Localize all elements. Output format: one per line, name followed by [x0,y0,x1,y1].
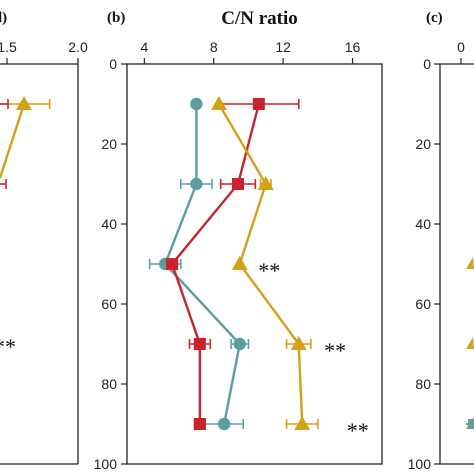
x-tick-label: 0 [457,39,465,55]
panel-c: (c) 0 0 20 40 60 80 100 [408,10,474,472]
data-point [468,419,474,429]
x-tick-label: 12 [275,39,291,55]
series-gold [210,96,319,430]
data-point [190,97,203,111]
x-axis-title: C/N ratio [221,8,298,29]
data-point [466,337,474,349]
data-point [232,178,245,190]
panel-a: l) 1.5 2.0 ** [0,10,88,465]
panel-c-label: (c) [426,10,443,26]
x-tick-label: 8 [210,39,218,55]
data-point [257,176,274,190]
panel-b-label: (b) [107,10,125,26]
y-tick-label: 20 [101,136,117,152]
x-tick-label: 1.5 [0,39,17,55]
y-tick-label: 0 [109,56,117,72]
significance-marker: ** [258,258,280,283]
y-tick-label: 20 [415,136,431,152]
series-red [166,98,300,430]
panel-a-label: l) [0,10,7,26]
y-tick-label: 60 [101,296,117,312]
y-tick-label: 100 [408,456,432,472]
data-point [466,257,474,269]
series-line [0,103,26,179]
y-tick-label: 40 [415,216,431,232]
data-point [190,177,203,191]
data-point [233,337,246,351]
data-point [210,96,227,110]
data-point [16,96,33,110]
data-point [231,256,248,270]
panel-b: (b) C/N ratio 4 8 12 16 0 20 40 60 80 100 ** ** ** [94,8,383,472]
y-tick-label: 60 [415,296,431,312]
x-tick-label: 4 [140,39,148,55]
data-point [166,258,179,270]
y-tick-label: 40 [101,216,117,232]
y-tick-label: 80 [415,376,431,392]
data-point [193,418,206,430]
data-point [217,417,231,431]
significance-marker: ** [324,338,346,363]
y-tick-label: 0 [423,56,431,72]
x-tick-label: 2.0 [68,39,88,55]
y-tick-label: 80 [101,376,117,392]
significance-marker: ** [347,418,369,443]
panel-b-frame [126,63,383,465]
data-point [294,416,311,430]
y-tick-label: 100 [94,456,118,472]
data-point [290,336,307,350]
significance-marker: ** [0,334,16,359]
data-point [193,338,206,350]
x-tick-label: 16 [345,39,361,55]
data-point [252,98,265,110]
